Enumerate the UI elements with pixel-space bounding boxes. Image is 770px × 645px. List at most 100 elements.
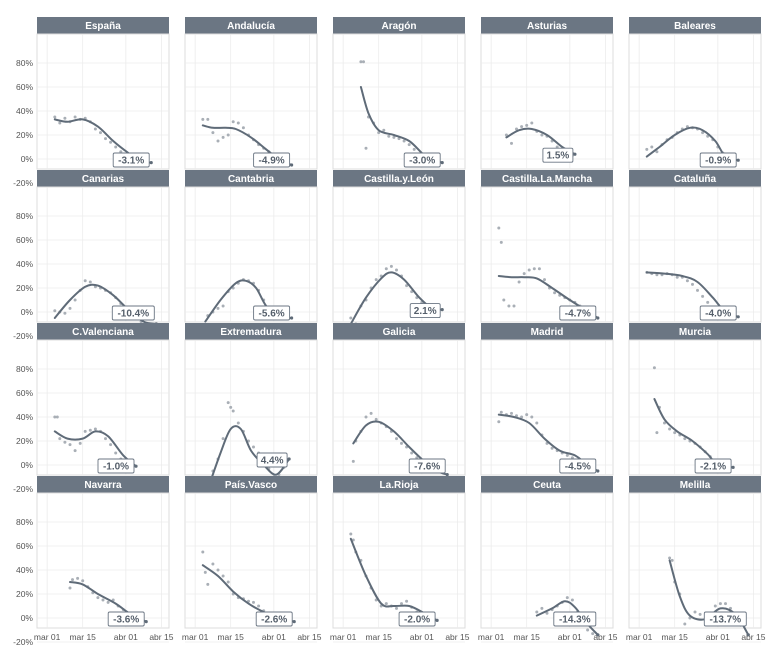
- data-point: [78, 441, 82, 445]
- data-point: [211, 562, 215, 566]
- data-point: [99, 131, 102, 135]
- y-tick-label: 20%: [16, 283, 33, 293]
- facet-title: Cantabria: [228, 174, 275, 185]
- panel-16: Navarra -20% 0% 20% 40% 60% 80% mar 01 mar 15 abr…: [13, 476, 174, 645]
- data-point: [407, 143, 411, 147]
- plot-area: [36, 186, 170, 323]
- end-point: [731, 465, 735, 469]
- data-point: [53, 415, 57, 419]
- data-point: [226, 580, 230, 584]
- x-tick-label: mar 01: [478, 632, 505, 642]
- data-point: [537, 267, 541, 271]
- x-tick-label: abr 15: [445, 632, 469, 642]
- facet-title: Madrid: [531, 327, 564, 338]
- facet-strip: [629, 476, 761, 493]
- end-value-label: -10.4%: [117, 309, 149, 320]
- data-point: [387, 134, 391, 138]
- data-point: [362, 60, 365, 64]
- data-point: [530, 121, 534, 125]
- data-point: [73, 115, 77, 119]
- panel-2: Andalucía -4.9%: [184, 17, 318, 184]
- data-point: [73, 298, 77, 302]
- data-point: [545, 611, 549, 615]
- facet-title: Andalucía: [227, 21, 275, 32]
- end-label-box: [542, 147, 574, 163]
- data-point: [252, 445, 255, 449]
- end-point: [573, 152, 577, 156]
- data-point: [374, 417, 378, 421]
- data-point: [68, 586, 72, 590]
- end-label-box: [408, 458, 446, 474]
- data-point: [206, 582, 210, 586]
- facet-strip: [481, 170, 613, 187]
- plot-area: [628, 339, 762, 476]
- panel-19: Ceuta mar 01 mar 15 abr 01 abr 15-14.3%: [478, 476, 618, 643]
- end-label-box: [111, 305, 155, 321]
- data-point: [203, 570, 207, 574]
- data-point: [655, 150, 659, 154]
- y-tick-label: -20%: [13, 637, 33, 645]
- x-tick-label: mar 15: [365, 632, 392, 642]
- data-point: [83, 429, 87, 433]
- facet-strip: [185, 323, 317, 340]
- data-point: [701, 294, 705, 298]
- y-tick-label: 40%: [16, 106, 33, 116]
- end-label-box: [256, 452, 288, 468]
- data-point: [374, 278, 378, 282]
- data-point: [693, 610, 697, 614]
- plot-area: [480, 33, 614, 170]
- end-point: [292, 620, 296, 624]
- panel-15: Murcia -2.1%: [628, 323, 762, 490]
- data-point: [229, 405, 233, 409]
- data-point: [517, 280, 521, 284]
- data-point: [565, 596, 569, 600]
- facet-title: Aragón: [382, 21, 417, 32]
- data-point: [497, 226, 501, 230]
- data-point: [106, 600, 110, 604]
- data-point: [410, 451, 414, 455]
- data-point: [53, 115, 57, 119]
- facet-strip: [629, 170, 761, 187]
- data-point: [201, 117, 205, 121]
- plot-area: [480, 186, 614, 323]
- end-point: [736, 158, 740, 162]
- panel-17: País.Vasco mar 01 mar 15 abr 01 abr 15 -2.6%: [182, 476, 322, 643]
- data-point: [221, 304, 225, 308]
- facet-title: Asturias: [527, 21, 567, 32]
- data-point: [663, 421, 666, 425]
- facet-title: País.Vasco: [225, 480, 277, 491]
- plot-area: [332, 33, 466, 170]
- y-tick-label: 60%: [16, 235, 33, 245]
- data-point: [201, 550, 205, 554]
- data-point: [68, 306, 72, 310]
- facet-strip: [185, 170, 317, 187]
- data-point: [104, 137, 107, 141]
- x-tick-label: abr 15: [297, 632, 321, 642]
- end-label-box: [703, 611, 747, 627]
- x-tick-label: mar 15: [513, 632, 540, 642]
- facet-title: Melilla: [680, 480, 711, 491]
- data-point: [392, 135, 396, 139]
- data-point: [114, 451, 118, 455]
- end-point: [736, 315, 740, 319]
- data-point: [58, 121, 62, 125]
- data-point: [525, 413, 529, 417]
- facet-title: La.Rioja: [380, 480, 419, 491]
- data-point: [221, 437, 225, 441]
- data-point: [670, 558, 674, 562]
- y-tick-label: -20%: [13, 331, 33, 341]
- y-tick-label: 40%: [16, 565, 33, 575]
- data-point: [216, 568, 220, 572]
- data-point: [114, 145, 118, 149]
- data-point: [530, 415, 534, 419]
- y-tick-label: 20%: [16, 130, 33, 140]
- data-point: [553, 291, 557, 295]
- y-tick-label: -20%: [13, 178, 33, 188]
- data-point: [395, 606, 398, 610]
- x-tick-label: abr 01: [410, 632, 434, 642]
- x-tick-label: mar 01: [330, 632, 357, 642]
- end-label-box: [107, 611, 145, 627]
- y-tick-label: 60%: [16, 541, 33, 551]
- data-point: [675, 275, 679, 279]
- data-point: [76, 576, 80, 580]
